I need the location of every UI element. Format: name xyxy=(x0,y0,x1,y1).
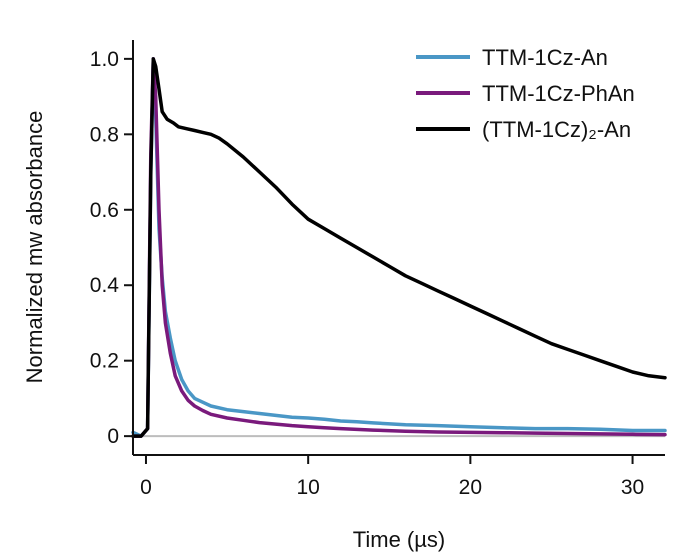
y-tick-label: 0.6 xyxy=(90,199,119,222)
y-tick-label: 1.0 xyxy=(90,48,119,71)
y-tick-label: 0.4 xyxy=(90,274,120,297)
x-tick-label: 20 xyxy=(459,476,482,499)
y-tick-label: 0.2 xyxy=(90,350,119,373)
x-tick-label: 30 xyxy=(621,476,644,499)
legend-label-1: TTM-1Cz-An xyxy=(482,45,608,70)
x-axis-title: Time (µs) xyxy=(353,527,446,552)
series-line-2 xyxy=(131,57,667,438)
y-tick-label: 0.8 xyxy=(90,123,119,146)
series-line-3 xyxy=(131,57,667,438)
y-axis-title: Normalized mw absorbance xyxy=(22,111,47,384)
legend-label-2: TTM-1Cz-PhAn xyxy=(482,81,635,106)
legend-label-3: (TTM-1Cz)₂-An xyxy=(482,117,631,142)
y-tick-label: 0 xyxy=(107,425,119,448)
x-tick-label: 10 xyxy=(296,476,319,499)
x-tick-label: 0 xyxy=(140,476,152,499)
